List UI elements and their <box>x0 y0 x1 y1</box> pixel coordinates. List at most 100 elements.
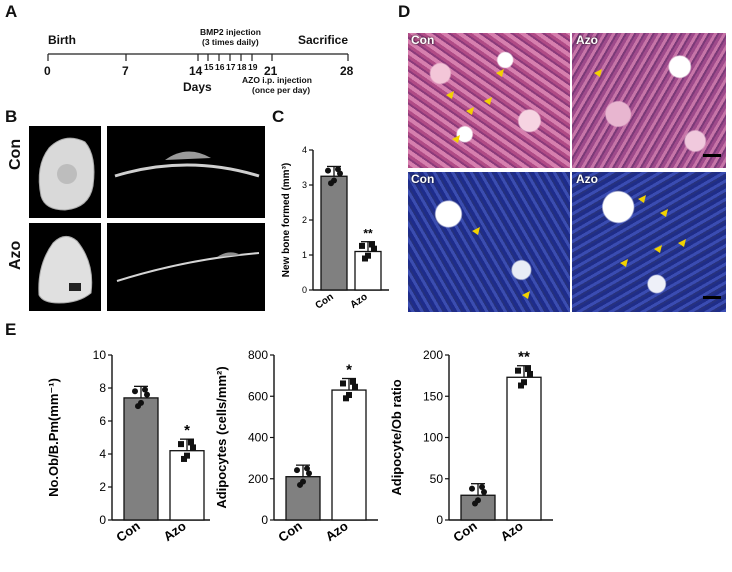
y-tick-label: 6 <box>99 414 106 428</box>
tick-14: 14 <box>189 64 203 78</box>
scale-bar-bottom <box>703 296 721 299</box>
data-point <box>371 245 377 252</box>
data-point <box>178 441 184 448</box>
significance-label: ** <box>363 227 373 241</box>
timeline <box>47 53 349 61</box>
y-tick-label: 2 <box>99 480 106 494</box>
y-tick-label: 10 <box>93 348 107 362</box>
bar-con <box>320 175 348 291</box>
panel-label-e: E <box>5 320 17 339</box>
scale-bar-top <box>703 154 721 157</box>
ct-azo-3d-image <box>29 223 101 311</box>
significance-label: * <box>346 362 352 379</box>
category-label: Con <box>113 518 142 545</box>
data-point <box>132 388 138 395</box>
category-label: Azo <box>348 291 369 311</box>
histology-he-con-label: Con <box>411 33 435 47</box>
data-point <box>481 488 487 495</box>
data-point <box>340 380 346 387</box>
data-point <box>369 241 375 248</box>
data-point <box>306 470 312 477</box>
tick-0: 0 <box>44 64 51 78</box>
y-tick-label: 0 <box>261 513 268 527</box>
significance-label: ** <box>518 349 530 366</box>
category-label: Azo <box>323 518 351 544</box>
category-label: Con <box>313 291 335 311</box>
ct-azo-section-image <box>107 223 265 311</box>
data-point <box>190 444 196 451</box>
y-tick-label: 100 <box>423 431 443 445</box>
y-tick-label: 2 <box>302 215 307 225</box>
data-point <box>184 452 190 459</box>
y-tick-label: 0 <box>302 285 307 295</box>
data-point <box>325 167 331 174</box>
data-point <box>515 367 521 374</box>
data-point <box>479 484 485 490</box>
data-point <box>525 366 531 373</box>
panel-b-row1-label: Con <box>7 138 24 170</box>
chart-e1: 0 2 4 6 8 10 No.Ob/B.Pm(mm⁻¹) Con Azo * <box>46 348 210 545</box>
data-point <box>472 500 478 507</box>
y-tick-label: 4 <box>302 145 307 155</box>
panel-label-c: C <box>272 107 285 126</box>
data-point <box>343 395 349 402</box>
bar-azo <box>506 376 542 521</box>
bar-azo <box>169 450 205 521</box>
histology-he-azo-image <box>572 33 726 168</box>
y-axis-label: Adipocytes (cells/mm²) <box>214 366 229 508</box>
azo-sub-label: (once per day) <box>252 85 311 95</box>
data-point <box>135 403 141 410</box>
y-tick-label: 400 <box>248 431 268 445</box>
histology-tb-con-label: Con <box>411 172 435 186</box>
tick-7: 7 <box>122 64 129 78</box>
y-tick-label: 600 <box>248 389 268 403</box>
data-point <box>328 180 334 187</box>
category-label: Azo <box>498 518 526 544</box>
data-point <box>359 242 365 249</box>
tick-18: 18 <box>237 62 247 72</box>
panel-b-row2-label: Azo <box>7 240 24 270</box>
bar-azo <box>331 389 367 521</box>
y-tick-label: 200 <box>423 348 443 362</box>
ct-con-section-image <box>107 126 265 218</box>
histology-tb-azo-image <box>572 172 726 312</box>
y-tick-label: 8 <box>99 381 106 395</box>
data-point <box>350 378 356 385</box>
data-point <box>518 382 524 389</box>
data-point <box>304 465 310 472</box>
histology-tb-con-image <box>408 172 570 312</box>
data-point <box>142 386 148 393</box>
data-point <box>521 379 527 386</box>
data-point <box>362 255 368 262</box>
panel-label-b: B <box>5 107 18 126</box>
days-label: Days <box>183 80 212 94</box>
y-tick-label: 1 <box>302 250 307 260</box>
y-tick-label: 4 <box>99 447 106 461</box>
panel-label-d: D <box>398 2 411 21</box>
chart-c: 0 1 2 3 4 New bone formed (mm³) Con Azo ** <box>281 145 389 312</box>
y-axis-label: New bone formed (mm³) <box>281 163 292 277</box>
data-point <box>352 383 358 390</box>
category-label: Con <box>275 518 304 545</box>
y-tick-label: 50 <box>430 472 444 486</box>
data-point <box>188 439 194 446</box>
y-axis-label: Adipocyte/Ob ratio <box>389 379 404 495</box>
category-label: Con <box>450 518 479 545</box>
y-axis-label: No.Ob/B.Pm(mm⁻¹) <box>46 378 61 497</box>
data-point <box>335 166 341 173</box>
data-point <box>527 370 533 377</box>
data-point <box>469 485 475 492</box>
tick-15: 15 <box>204 62 214 72</box>
histology-arrows <box>446 69 686 299</box>
bmp2-label: BMP2 injection <box>200 27 261 37</box>
sacrifice-label: Sacrifice <box>298 33 349 47</box>
data-point <box>144 391 150 398</box>
y-tick-label: 0 <box>436 513 443 527</box>
bar-con <box>123 397 159 521</box>
ct-con-3d-image <box>29 126 101 218</box>
y-tick-label: 150 <box>423 389 443 403</box>
y-tick-label: 200 <box>248 472 268 486</box>
data-point <box>297 481 303 488</box>
category-label: Azo <box>161 518 189 544</box>
y-tick-label: 0 <box>99 513 106 527</box>
